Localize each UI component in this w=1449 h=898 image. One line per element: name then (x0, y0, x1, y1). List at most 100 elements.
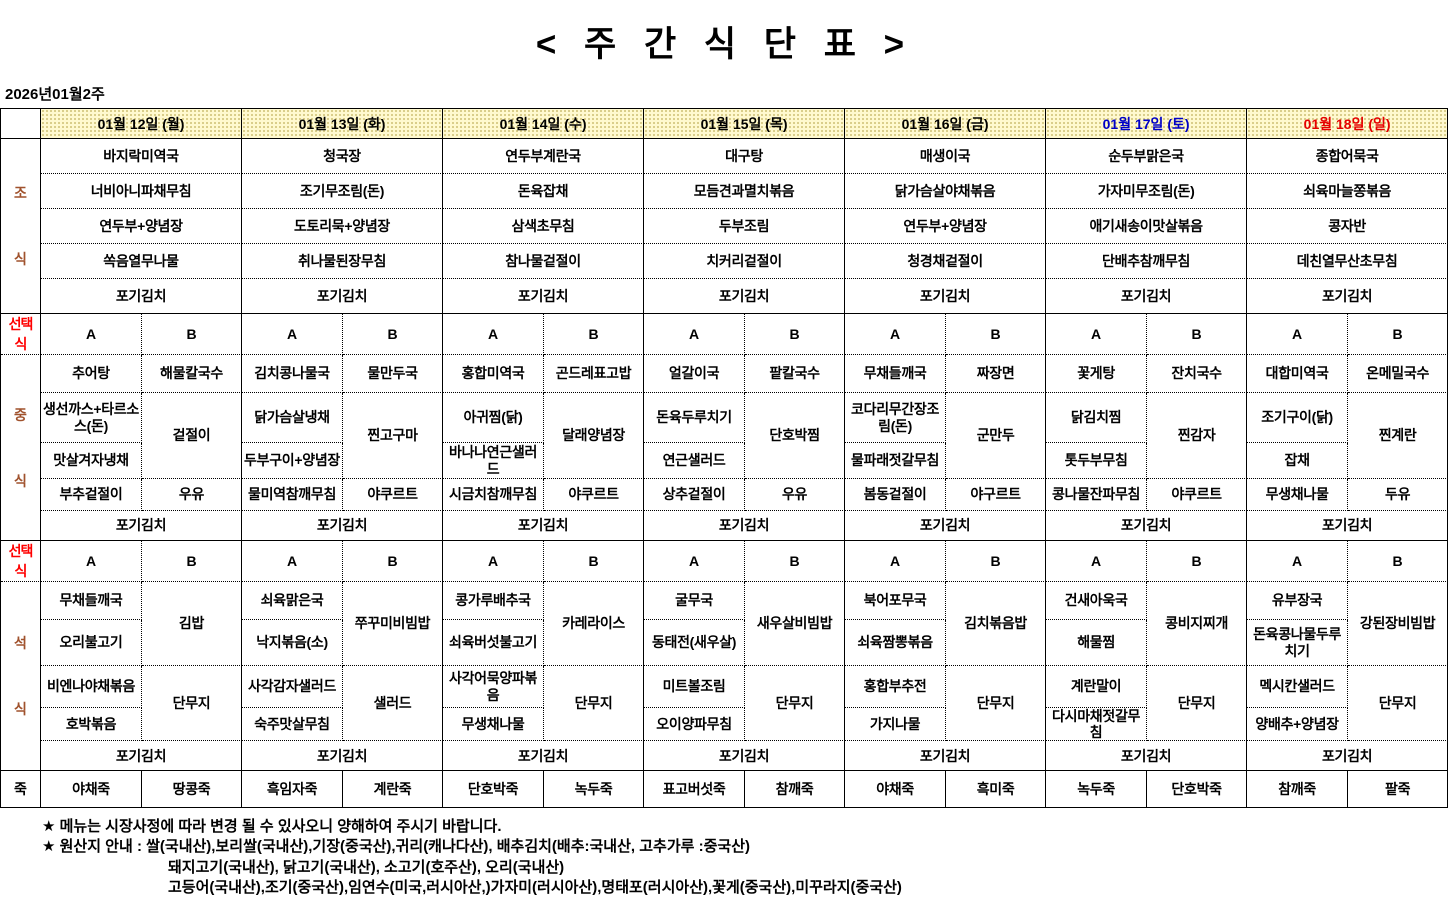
dinner-b-item: 쭈꾸미비빔밥 (343, 582, 444, 666)
week-label: 2026년01월2주 (5, 86, 105, 103)
kimchi-cell: 포기김치 (644, 279, 846, 314)
dinner-b-item: 샐러드 (343, 666, 444, 742)
kimchi-cell: 포기김치 (845, 511, 1047, 541)
lunch-b-item: 찐고구마 (343, 393, 444, 479)
lunch-b-item: 군만두 (946, 393, 1047, 479)
lunch-b-item: 두유 (1348, 479, 1449, 511)
dinner-a-item: 돈육콩나물두루치기 (1247, 620, 1349, 666)
dinner-a-item: 쇠육짬뽕볶음 (845, 620, 947, 666)
breakfast-item: 단배추참깨무침 (1046, 244, 1248, 279)
day-header: 01월 16일 (금) (845, 109, 1047, 139)
dinner-b-item: 콩비지찌개 (1147, 582, 1248, 666)
porridge-item: 땅콩죽 (142, 771, 243, 809)
dinner-a-item: 낙지볶음(소) (242, 620, 344, 666)
lunch-b-item: 야구르트 (946, 479, 1047, 511)
day-header: 01월 15일 (목) (644, 109, 846, 139)
lunch-b-item: 야쿠르트 (544, 479, 645, 511)
choice-a-header: A (644, 314, 746, 355)
choice-b-header: B (544, 541, 645, 582)
dinner-a-item: 가지나물 (845, 708, 947, 742)
lunch-a-item: 부추겉절이 (41, 479, 142, 511)
porridge-item: 단호박죽 (443, 771, 545, 809)
porridge-item: 참깨죽 (1247, 771, 1349, 809)
choice-b-header: B (745, 314, 846, 355)
lunch-a-item: 바나나연근샐러드 (443, 443, 545, 479)
lunch-a-item: 잡채 (1247, 443, 1349, 479)
choice-b-header: B (745, 541, 846, 582)
dinner-a-item: 북어포무국 (845, 582, 947, 620)
choice-a-header: A (242, 314, 344, 355)
dinner-a-item: 쇠육버섯불고기 (443, 620, 545, 666)
choice-b-header: B (343, 314, 444, 355)
lunch-a-item: 홍합미역국 (443, 355, 545, 393)
lunch-a-item: 아귀찜(닭) (443, 393, 545, 443)
weekly-menu-table: 01월 12일 (월) 01월 13일 (화) 01월 14일 (수) 01월 15일… (0, 108, 1449, 809)
breakfast-item: 바지락미역국 (41, 139, 243, 174)
kimchi-cell: 포기김치 (845, 741, 1047, 772)
lunch-a-item: 닭가슴살냉채 (242, 393, 344, 443)
lunch-b-item: 물만두국 (343, 355, 444, 393)
day-header: 01월 18일 (일) (1247, 109, 1449, 139)
dinner-a-item: 동태전(새우살) (644, 620, 746, 666)
dinner-a-item: 사각어묵양파볶음 (443, 666, 545, 708)
dinner-a-item: 건새아욱국 (1046, 582, 1148, 620)
dinner-a-item: 숙주맛살무침 (242, 708, 344, 742)
breakfast-item: 종합어묵국 (1247, 139, 1449, 174)
breakfast-item: 쇠육마늘쫑볶음 (1247, 174, 1449, 209)
dinner-a-item: 멕시칸샐러드 (1247, 666, 1349, 708)
choice-b-header: B (343, 541, 444, 582)
lunch-b-item: 우유 (142, 479, 243, 511)
kimchi-cell: 포기김치 (41, 279, 243, 314)
kimchi-cell: 포기김치 (443, 511, 645, 541)
breakfast-item: 취나물된장무침 (242, 244, 444, 279)
lunch-b-item: 찐계란 (1348, 393, 1449, 479)
dinner-a-item: 유부장국 (1247, 582, 1349, 620)
choice-b-header: B (142, 314, 243, 355)
lunch-a-item: 물파래젓갈무침 (845, 443, 947, 479)
dinner-a-item: 미트볼조림 (644, 666, 746, 708)
lunch-a-item: 물미역참깨무침 (242, 479, 344, 511)
dinner-b-item: 단무지 (1348, 666, 1449, 742)
note-origin-1: ★ 원산지 안내 : 쌀(국내산),보리쌀(국내산),기장(중국산),귀리(캐나… (42, 838, 750, 856)
kimchi-cell: 포기김치 (242, 511, 444, 541)
choice-b-header: B (946, 541, 1047, 582)
breakfast-item: 너비아니파채무침 (41, 174, 243, 209)
porridge-item: 흑임자죽 (242, 771, 344, 809)
dinner-a-item: 사각감자샐러드 (242, 666, 344, 708)
lunch-a-item: 추어탕 (41, 355, 142, 393)
breakfast-item: 연두부+양념장 (845, 209, 1047, 244)
breakfast-item: 닭가슴살야채볶음 (845, 174, 1047, 209)
choice-a-header: A (41, 541, 142, 582)
lunch-a-item: 무채들깨국 (845, 355, 947, 393)
breakfast-item: 참나물겉절이 (443, 244, 645, 279)
lunch-b-item: 단호박찜 (745, 393, 846, 479)
lunch-b-item: 곤드레표고밥 (544, 355, 645, 393)
dinner-a-item: 다시마채젓갈무침 (1046, 708, 1148, 742)
lunch-a-item: 콩나물잔파무침 (1046, 479, 1148, 511)
kimchi-cell: 포기김치 (443, 741, 645, 772)
breakfast-item: 청경채겉절이 (845, 244, 1047, 279)
dinner-b-item: 김치볶음밥 (946, 582, 1047, 666)
dinner-a-item: 해물찜 (1046, 620, 1148, 666)
choice-a-header: A (644, 541, 746, 582)
dinner-b-item: 김밥 (142, 582, 243, 666)
note-origin-3: 고등어(국내산),조기(중국산),임연수(미국,러시아산,)가자미(러시아산),… (168, 878, 902, 896)
breakfast-item: 가자미무조림(돈) (1046, 174, 1248, 209)
porridge-item: 단호박죽 (1147, 771, 1248, 809)
kimchi-cell: 포기김치 (1247, 741, 1449, 772)
choice-b-header: B (946, 314, 1047, 355)
kimchi-cell: 포기김치 (845, 279, 1047, 314)
lunch-b-item: 달래양념장 (544, 393, 645, 479)
lunch-b-item: 해물칼국수 (142, 355, 243, 393)
dinner-a-item: 쇠육맑은국 (242, 582, 344, 620)
breakfast-item: 두부조림 (644, 209, 846, 244)
dinner-b-item: 단무지 (745, 666, 846, 742)
lunch-a-item: 톳두부무침 (1046, 443, 1148, 479)
kimchi-cell: 포기김치 (1046, 511, 1248, 541)
breakfast-item: 데친열무산초무침 (1247, 244, 1449, 279)
dinner-a-item: 계란말이 (1046, 666, 1148, 708)
